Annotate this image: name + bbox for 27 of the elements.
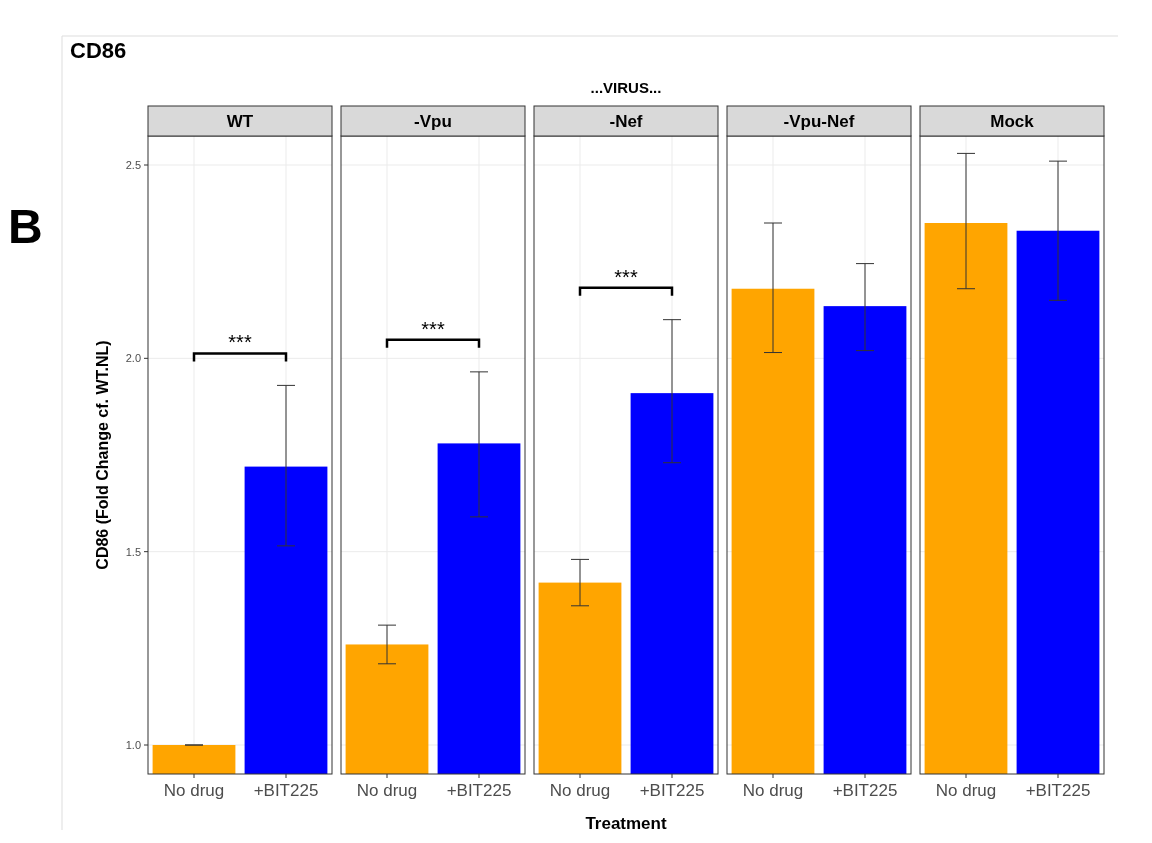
- text: B: [8, 200, 43, 253]
- x-tick-label: +BIT225: [832, 781, 898, 800]
- y-axis-title: CD86 (Fold Change cf. WT.NL): [94, 340, 111, 570]
- x-tick-label: No drug: [549, 781, 611, 800]
- x-tick-label: No drug: [935, 781, 997, 800]
- text: CD86: [70, 38, 127, 63]
- x-axis-title: Treatment: [585, 814, 667, 833]
- chart-title: -Vpu-Nef: [783, 112, 855, 131]
- text: ...VIRUS...: [590, 79, 662, 96]
- x-tick-label: No drug: [742, 781, 804, 800]
- annotation: ***: [421, 317, 445, 340]
- x-tick-label: +BIT225: [253, 781, 319, 800]
- x-tick-label: +BIT225: [1025, 781, 1091, 800]
- x-tick-label: No drug: [163, 781, 225, 800]
- chart-title: -Nef: [609, 112, 643, 131]
- y-tick-label: 2.0: [125, 352, 141, 365]
- y-tick-label: 2.5: [125, 159, 141, 171]
- x-tick-label: No drug: [356, 781, 418, 800]
- x-tick-label: +BIT225: [639, 781, 705, 800]
- y-tick-label: 1.5: [125, 545, 141, 558]
- annotation: ***: [614, 265, 638, 288]
- chart-title: -Vpu: [414, 112, 452, 131]
- annotation: ***: [228, 331, 252, 354]
- x-tick-label: +BIT225: [446, 781, 512, 800]
- chart-title: Mock: [990, 112, 1035, 131]
- chart-title: WT: [226, 112, 254, 131]
- y-tick-label: 1.0: [125, 739, 141, 751]
